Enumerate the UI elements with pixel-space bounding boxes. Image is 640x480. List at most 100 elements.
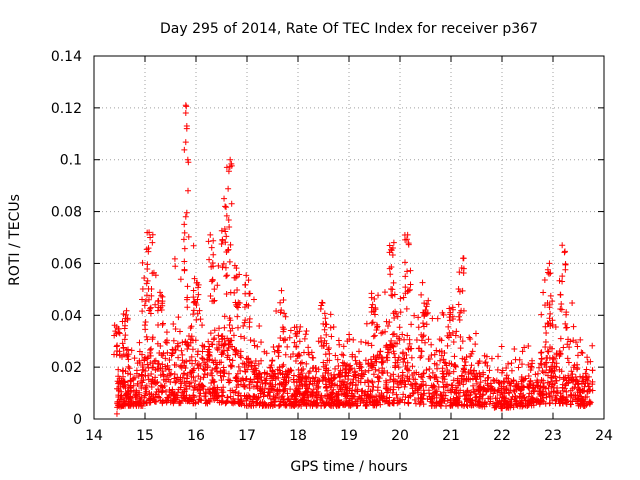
- data-point: [433, 361, 440, 368]
- data-point: [120, 344, 127, 351]
- data-point: [160, 373, 167, 380]
- data-point: [512, 383, 519, 390]
- data-point: [228, 337, 235, 344]
- data-point: [212, 365, 219, 372]
- data-point: [167, 371, 174, 378]
- data-point: [395, 399, 402, 406]
- data-point: [538, 311, 545, 318]
- axis-ticks: 14 15 16 17 18 19 20 21 22 23 24 0 0.02 0.04 0.06 0.08 0…: [51, 49, 613, 444]
- data-point: [335, 337, 342, 344]
- data-point: [297, 371, 304, 378]
- data-point: [365, 388, 372, 395]
- data-point: [148, 285, 155, 292]
- data-point: [184, 371, 191, 378]
- data-point: [180, 370, 187, 377]
- data-point: [143, 280, 150, 287]
- data-point: [491, 377, 498, 384]
- data-point: [247, 402, 254, 409]
- data-point: [420, 381, 427, 388]
- data-point: [545, 320, 552, 327]
- data-point: [370, 402, 377, 409]
- data-point: [184, 156, 191, 163]
- data-point: [425, 297, 432, 304]
- data-points: [111, 102, 596, 417]
- data-point: [396, 337, 403, 344]
- data-point: [308, 349, 315, 356]
- data-point: [467, 399, 474, 406]
- data-point: [250, 394, 257, 401]
- data-point: [571, 384, 578, 391]
- data-point: [585, 373, 592, 380]
- data-point: [303, 328, 310, 335]
- data-point: [247, 337, 254, 344]
- data-point: [417, 399, 424, 406]
- data-point: [440, 389, 447, 396]
- data-point: [370, 333, 377, 340]
- data-point: [530, 396, 537, 403]
- data-point: [371, 295, 378, 302]
- data-point: [117, 383, 124, 390]
- data-point: [225, 376, 232, 383]
- data-point: [449, 329, 456, 336]
- data-point: [283, 402, 290, 409]
- data-point: [322, 384, 329, 391]
- data-point: [224, 272, 231, 279]
- data-point: [322, 315, 329, 322]
- data-point: [343, 381, 350, 388]
- data-point: [364, 391, 371, 398]
- data-point: [373, 358, 380, 365]
- data-point: [428, 341, 435, 348]
- data-point: [399, 372, 406, 379]
- data-point: [286, 334, 293, 341]
- data-point: [433, 399, 440, 406]
- data-point: [369, 301, 376, 308]
- data-point: [162, 355, 169, 362]
- data-point: [284, 390, 291, 397]
- data-point: [390, 239, 397, 246]
- data-point: [314, 402, 321, 409]
- data-point: [459, 338, 466, 345]
- data-point: [353, 361, 360, 368]
- data-point: [402, 273, 409, 280]
- data-point: [519, 395, 526, 402]
- data-point: [315, 366, 322, 373]
- data-point: [460, 365, 467, 372]
- data-point: [258, 357, 265, 364]
- data-point: [300, 349, 307, 356]
- data-point: [308, 398, 315, 405]
- data-point: [178, 380, 185, 387]
- data-point: [563, 394, 570, 401]
- data-point: [332, 352, 339, 359]
- data-point: [559, 273, 566, 280]
- data-point: [460, 255, 467, 262]
- data-point: [439, 309, 446, 316]
- data-point: [222, 203, 229, 210]
- data-point: [420, 320, 427, 327]
- data-point: [402, 290, 409, 297]
- data-point: [542, 343, 549, 350]
- data-point: [150, 396, 157, 403]
- data-point: [453, 394, 460, 401]
- data-point: [466, 401, 473, 408]
- data-point: [220, 347, 227, 354]
- data-point: [147, 359, 154, 366]
- data-point: [371, 397, 378, 404]
- data-point: [325, 399, 332, 406]
- data-point: [439, 368, 446, 375]
- data-point: [421, 390, 428, 397]
- data-point: [140, 376, 147, 383]
- data-point: [182, 382, 189, 389]
- data-point: [171, 375, 178, 382]
- data-point: [299, 396, 306, 403]
- data-point: [483, 353, 490, 360]
- data-point: [210, 237, 217, 244]
- data-point: [468, 370, 475, 377]
- data-point: [562, 261, 569, 268]
- data-point: [179, 339, 186, 346]
- data-point: [509, 393, 516, 400]
- data-point: [539, 380, 546, 387]
- data-point: [228, 399, 235, 406]
- data-point: [418, 395, 425, 402]
- data-point: [541, 276, 548, 283]
- data-point: [225, 246, 232, 253]
